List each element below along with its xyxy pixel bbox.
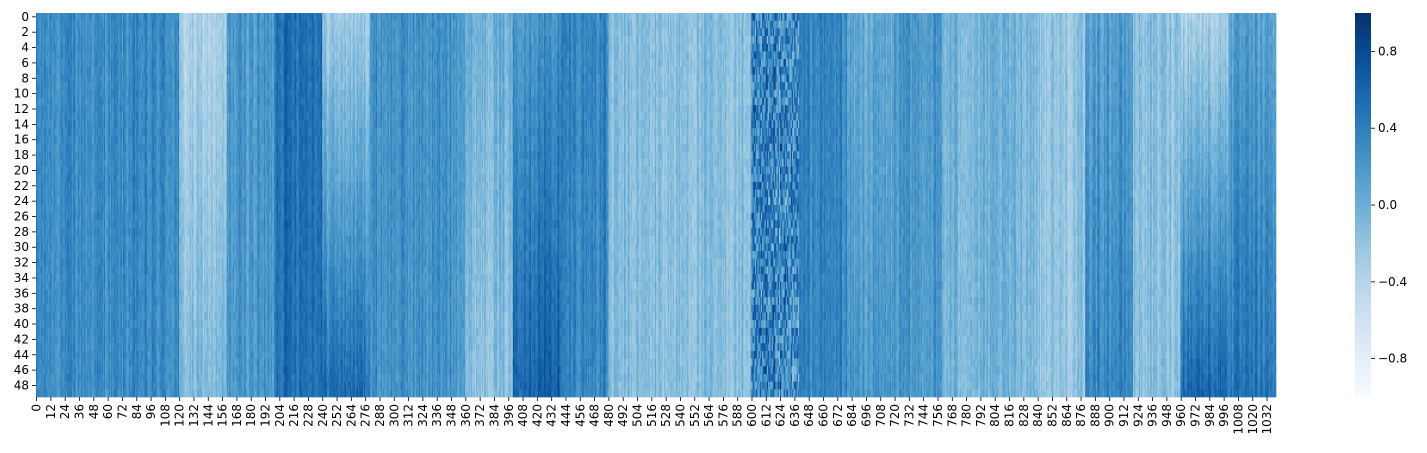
heatmap-cell <box>540 13 543 21</box>
heatmap-cell <box>136 28 139 36</box>
heatmap-cell <box>573 13 576 21</box>
heatmap-cell <box>946 21 949 29</box>
heatmap-cell <box>1275 21 1276 29</box>
heatmap-cell <box>79 13 82 21</box>
heatmap-cell <box>1101 21 1104 29</box>
heatmap-cell <box>995 13 998 21</box>
heatmap-cell <box>576 13 579 21</box>
heatmap-cell <box>68 21 71 29</box>
heatmap-cell <box>805 13 808 21</box>
heatmap-cell <box>432 13 435 21</box>
heatmap-cell <box>813 21 816 29</box>
heatmap-cell <box>459 13 462 21</box>
heatmap-cell <box>662 13 665 21</box>
heatmap-cell <box>1275 13 1276 21</box>
heatmap-cell <box>563 21 566 29</box>
heatmap-cell <box>875 21 878 29</box>
heatmap-cell <box>218 13 221 21</box>
heatmap-cell <box>408 21 411 29</box>
heatmap-cells <box>36 13 1276 397</box>
heatmap-cell <box>842 21 845 29</box>
heatmap-cell <box>173 13 176 21</box>
heatmap-cell <box>438 13 441 21</box>
heatmap-cell <box>285 28 288 36</box>
heatmap-cell <box>465 28 468 36</box>
heatmap-cell <box>548 13 551 21</box>
heatmap-cell <box>692 13 695 21</box>
heatmap-cell <box>908 13 911 21</box>
heatmap-cell <box>112 28 115 36</box>
heatmap-cell <box>468 28 471 36</box>
heatmap-cell <box>387 13 390 21</box>
heatmap-cell <box>292 21 295 29</box>
heatmap-cell <box>865 21 868 29</box>
heatmap-cell <box>1203 13 1206 21</box>
